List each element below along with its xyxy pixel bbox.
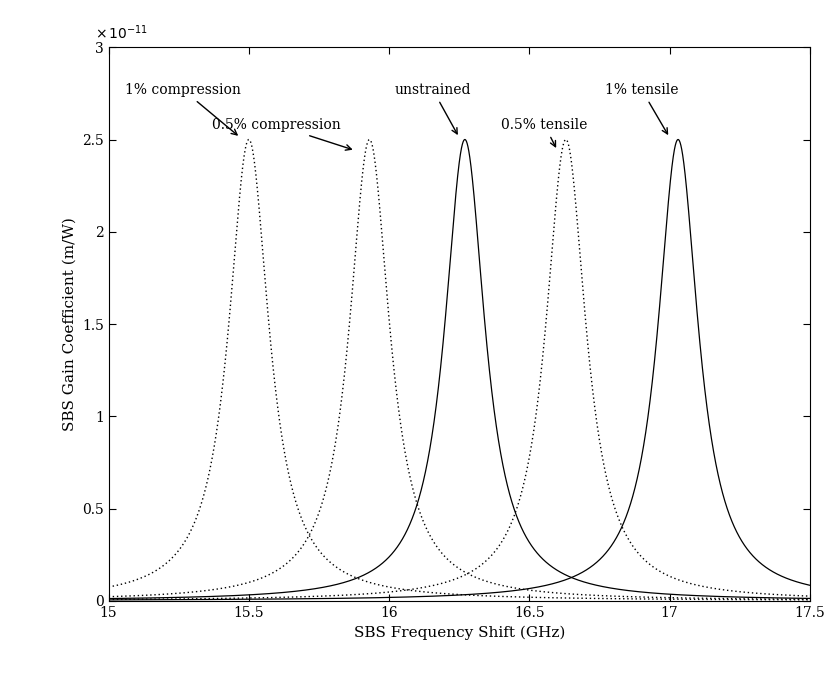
Y-axis label: SBS Gain Coefficient (m/W): SBS Gain Coefficient (m/W) (63, 217, 76, 431)
X-axis label: SBS Frequency Shift (GHz): SBS Frequency Shift (GHz) (353, 625, 565, 639)
Text: unstrained: unstrained (395, 83, 471, 134)
Text: 1% tensile: 1% tensile (605, 83, 679, 134)
Text: 0.5% tensile: 0.5% tensile (501, 118, 588, 146)
Text: 1% compression: 1% compression (125, 83, 241, 135)
Text: $\times\,10^{-11}$: $\times\,10^{-11}$ (94, 23, 148, 42)
Text: 0.5% compression: 0.5% compression (212, 118, 352, 150)
